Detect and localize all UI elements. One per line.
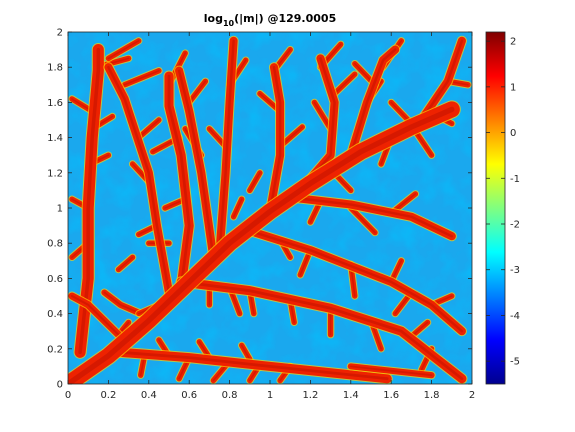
colorbar-tick-label: 2 <box>510 37 516 48</box>
channel-branch <box>73 43 105 359</box>
y-tick-label: 0.4 <box>47 309 63 320</box>
x-axis: 0 0.2 0.4 0.6 0.8 1 1.2 1.4 1.6 1.8 2 <box>65 32 475 401</box>
x-tick-label: 0.6 <box>181 390 197 401</box>
x-tick-label: 0.2 <box>100 390 116 401</box>
channel-twig <box>246 169 264 195</box>
x-tick-label: 0.8 <box>222 390 238 401</box>
title-subscript: 10 <box>223 19 235 28</box>
channel-branch <box>174 65 219 263</box>
x-tick-label: 0.4 <box>141 390 157 401</box>
channel-branch <box>244 225 467 337</box>
channel-twig <box>229 195 246 221</box>
channel-twig <box>407 318 432 341</box>
colorbar-ticks: 2 1 0 -1 -2 -3 -4 -5 <box>486 37 520 368</box>
y-tick-label: 1.4 <box>47 133 63 144</box>
x-tick-label: 0 <box>65 390 71 401</box>
channel-twig <box>104 37 143 63</box>
colorbar-tick-label: 0 <box>510 128 516 139</box>
title-prefix: log <box>204 12 223 25</box>
channel-branch <box>175 276 468 384</box>
y-tick-label: 1.8 <box>47 63 63 74</box>
channel-twig <box>114 253 137 274</box>
x-tick-label: 1.6 <box>383 390 399 401</box>
channel-branch <box>68 291 124 340</box>
x-tick-label: 1.8 <box>424 390 440 401</box>
channel-twig <box>347 204 379 237</box>
channel-branch <box>345 44 401 161</box>
y-tick-label: 0 <box>57 380 63 391</box>
title-suffix: (|m|) @129.0005 <box>234 12 336 25</box>
x-tick-label: 1.2 <box>302 390 318 401</box>
colorbar-tick-label: -4 <box>510 311 520 322</box>
y-axis: 0 0.2 0.4 0.6 0.8 1 1.2 1.4 1.6 1.8 2 <box>47 28 472 391</box>
y-tick-label: 1 <box>57 204 63 215</box>
channel-twig <box>238 341 254 364</box>
colorbar-tick-label: -2 <box>510 220 520 231</box>
y-tick-label: 2 <box>57 28 63 39</box>
heatmap <box>68 32 472 384</box>
channel-twig <box>330 70 359 98</box>
x-tick-label: 2 <box>469 390 475 401</box>
channel-branch <box>214 35 239 258</box>
colorbar-tick-label: -1 <box>510 174 520 185</box>
channel-network <box>68 35 472 384</box>
y-tick-label: 1.2 <box>47 168 63 179</box>
channel-main-trunk <box>68 100 461 384</box>
colorbar-tick-label: -5 <box>510 357 520 368</box>
y-tick-label: 0.2 <box>47 344 63 355</box>
channel-branch <box>264 62 286 217</box>
channel-branch <box>163 70 195 293</box>
y-tick-label: 0.8 <box>47 239 63 250</box>
x-tick-label: 1.4 <box>343 390 359 401</box>
channel-twig <box>135 116 163 142</box>
chart-title: log10(|m|) @129.0005 <box>204 12 336 28</box>
y-tick-label: 0.6 <box>47 274 63 285</box>
channel-branch <box>346 362 436 380</box>
y-tick-label: 1.6 <box>47 98 63 109</box>
colorbar-tick-label: 1 <box>510 82 516 93</box>
channel-twig <box>185 77 210 107</box>
colorbar-tick-label: -3 <box>510 265 520 276</box>
x-tick-label: 1 <box>267 390 273 401</box>
channel-branch <box>114 346 393 384</box>
colorbar <box>485 31 506 385</box>
channel-branch <box>285 192 457 242</box>
channel-branch <box>103 62 175 298</box>
channel-twig <box>120 67 163 89</box>
